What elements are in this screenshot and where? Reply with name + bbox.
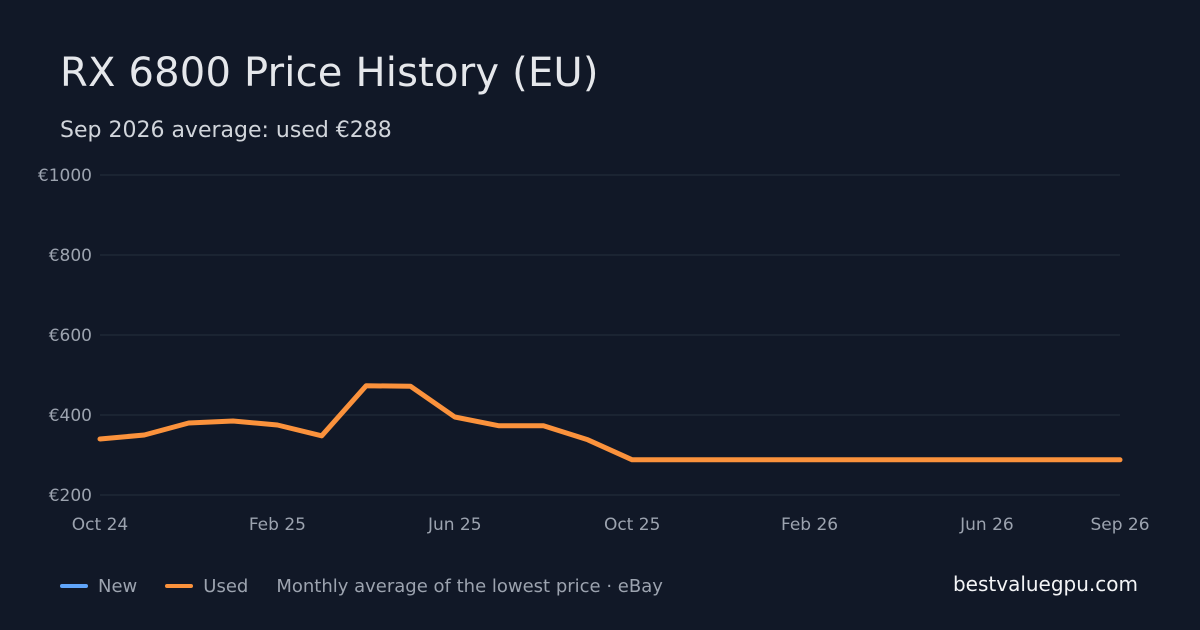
grid-lines: [100, 174, 1120, 496]
legend-swatch-new: [60, 584, 88, 588]
x-axis-tick-labels: Oct 24 Feb 25 Jun 25 Oct 25 Feb 26 Jun 26 Sep …: [72, 515, 1150, 535]
series-lines: [97, 383, 1123, 463]
x-tick-label-oct-25: Oct 25: [604, 515, 660, 535]
x-tick-label-sep-26: Sep 26: [1090, 515, 1149, 535]
series-line-used: [97, 383, 1123, 463]
y-axis-tick-labels: €200 €400 €600 €800 €1000: [38, 166, 92, 506]
legend-swatch-used: [165, 584, 194, 588]
x-tick-label-feb-25: Feb 25: [249, 515, 306, 535]
y-tick-label-600: €600: [49, 326, 92, 346]
footer-note: Monthly average of the lowest price · eB…: [276, 575, 663, 597]
site-name[interactable]: bestvaluegpu.com: [952, 572, 1138, 596]
x-tick-label-feb-26: Feb 26: [781, 515, 838, 535]
chart-title: RX 6800 Price History (EU): [60, 50, 599, 96]
legend-label-used: Used: [203, 575, 249, 597]
y-tick-label-400: €400: [49, 406, 92, 426]
chart-subtitle: Sep 2026 average: used €288: [60, 118, 392, 143]
x-tick-label-jun-25: Jun 25: [427, 515, 482, 535]
y-tick-label-800: €800: [49, 246, 92, 266]
x-tick-label-jun-26: Jun 26: [959, 515, 1014, 535]
chart-footer: New Used Monthly average of the lowest p…: [60, 574, 663, 598]
y-tick-label-200: €200: [49, 486, 92, 506]
legend-label-new: New: [98, 575, 138, 597]
y-tick-label-1000: €1000: [38, 166, 92, 186]
legend-item-new[interactable]: New: [60, 576, 137, 597]
legend-item-used[interactable]: Used: [165, 576, 248, 597]
x-tick-label-oct-24: Oct 24: [72, 515, 128, 535]
